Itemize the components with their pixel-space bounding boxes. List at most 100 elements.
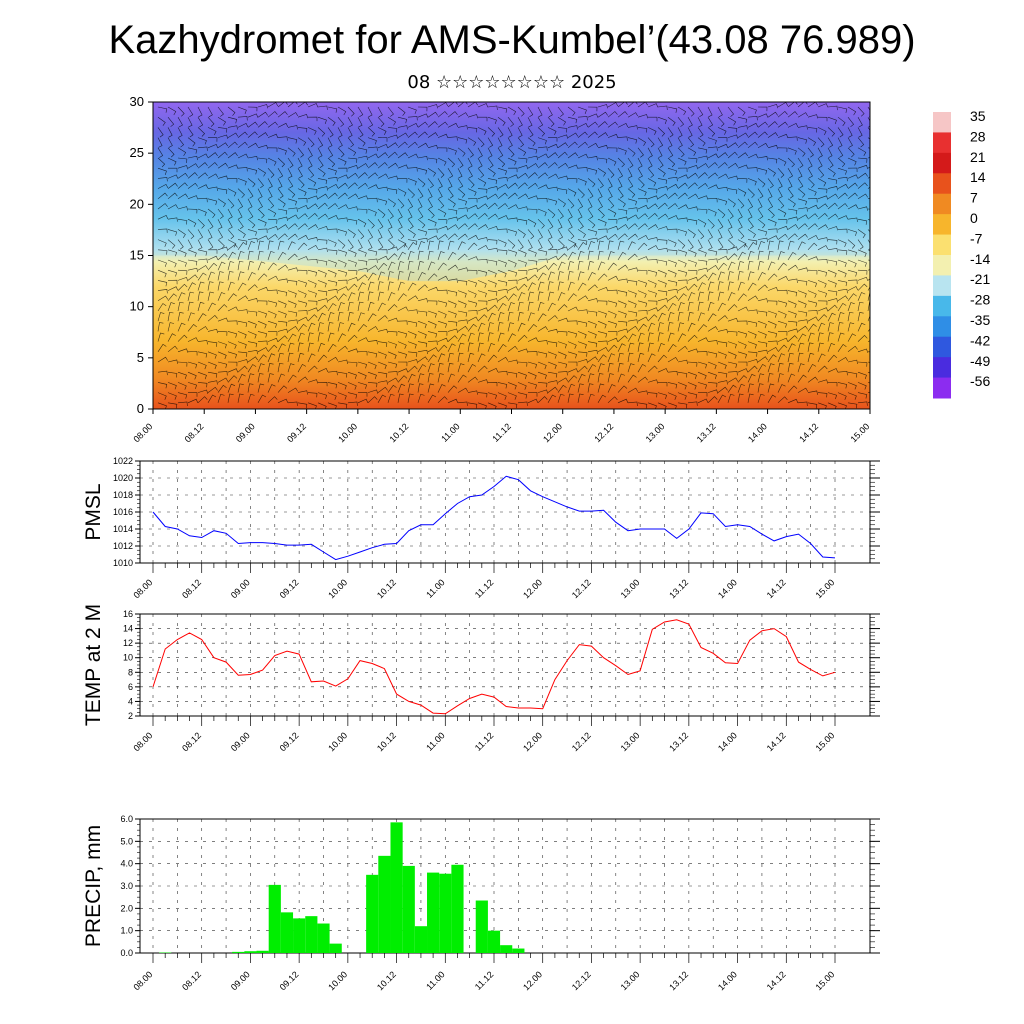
wind-barb bbox=[707, 137, 717, 145]
wind-barb bbox=[517, 127, 523, 138]
wind-barb bbox=[697, 195, 709, 200]
wind-barb bbox=[827, 343, 836, 352]
wind-barb bbox=[407, 178, 417, 186]
wind-barb bbox=[627, 387, 639, 393]
wind-barb bbox=[807, 223, 818, 230]
wind-barb bbox=[207, 186, 218, 191]
wind-barb bbox=[317, 298, 328, 303]
wind-barb bbox=[677, 217, 688, 222]
wind-barb bbox=[567, 188, 577, 197]
wind-barb bbox=[747, 115, 758, 121]
wind-barb bbox=[797, 253, 808, 261]
wind-barb bbox=[297, 205, 309, 210]
wind-barb bbox=[197, 229, 204, 240]
wind-barb bbox=[707, 340, 718, 345]
wind-barb bbox=[157, 127, 164, 138]
wind-barb bbox=[387, 151, 398, 159]
y-tick-label: 1020 bbox=[113, 473, 133, 483]
precip-bar bbox=[414, 926, 428, 953]
wind-barb bbox=[737, 368, 749, 373]
wind-barb bbox=[407, 229, 416, 238]
wind-barb bbox=[577, 106, 587, 115]
wind-barb bbox=[727, 304, 738, 312]
wind-barb bbox=[677, 333, 687, 342]
wind-barb bbox=[397, 331, 408, 338]
wind-barb bbox=[627, 374, 637, 383]
wind-barb bbox=[787, 398, 799, 404]
wind-barb bbox=[257, 240, 264, 250]
wind-barb bbox=[657, 368, 669, 373]
wind-barb bbox=[397, 393, 404, 403]
wind-barb bbox=[297, 102, 308, 108]
wind-barb bbox=[277, 278, 288, 283]
wind-barb bbox=[687, 229, 696, 239]
wind-barb bbox=[827, 186, 838, 191]
wind-barb bbox=[387, 371, 398, 376]
wind-barb bbox=[667, 402, 677, 409]
wind-barb bbox=[667, 127, 674, 138]
precip-bar bbox=[293, 918, 306, 953]
wind-barb bbox=[587, 121, 598, 128]
wind-barb bbox=[187, 127, 194, 138]
y-tick-label: 8 bbox=[128, 667, 133, 677]
wind-barb bbox=[277, 233, 288, 240]
x-tick-label: 13.12 bbox=[667, 577, 690, 600]
wind-barb bbox=[797, 300, 807, 309]
wind-barb bbox=[567, 361, 578, 367]
wind-barb bbox=[177, 283, 188, 291]
wind-barb bbox=[257, 167, 267, 177]
wind-barb bbox=[517, 172, 528, 179]
wind-barb bbox=[837, 392, 847, 400]
wind-barb bbox=[537, 302, 545, 312]
wind-barb bbox=[407, 383, 414, 393]
wind-barb bbox=[377, 255, 389, 261]
wind-barb bbox=[697, 312, 706, 322]
x-tick-label: 10.00 bbox=[326, 577, 349, 600]
wind-barb bbox=[767, 346, 779, 353]
wind-barb bbox=[537, 264, 548, 271]
wind-barb bbox=[817, 137, 825, 148]
wind-barb bbox=[487, 247, 498, 253]
wind-barb bbox=[847, 137, 853, 148]
wind-barb bbox=[697, 163, 709, 169]
wind-barb bbox=[567, 306, 579, 312]
wind-barb bbox=[307, 203, 318, 210]
wind-barb bbox=[647, 342, 654, 352]
wind-barb bbox=[607, 240, 614, 250]
wind-barb bbox=[297, 256, 309, 261]
wind-barb bbox=[637, 178, 645, 188]
wind-barb bbox=[287, 188, 296, 198]
wind-barb bbox=[187, 361, 198, 369]
wind-barb bbox=[667, 302, 677, 312]
wind-barb bbox=[397, 208, 403, 220]
wind-barb bbox=[667, 239, 677, 248]
wind-barb bbox=[777, 353, 786, 363]
x-tick-label: 12.00 bbox=[521, 969, 544, 992]
wind-barb bbox=[607, 111, 618, 118]
wind-barb bbox=[567, 368, 579, 373]
wind-barb bbox=[667, 215, 679, 220]
wind-barb bbox=[437, 373, 444, 383]
wind-barb bbox=[457, 188, 466, 198]
wind-barb bbox=[707, 272, 717, 281]
wind-barb bbox=[257, 218, 267, 227]
x-tick-label: 10.00 bbox=[326, 969, 349, 992]
wind-barb bbox=[837, 259, 847, 268]
wind-barb bbox=[217, 371, 228, 376]
wind-barb bbox=[567, 243, 578, 251]
wind-barb bbox=[677, 117, 685, 127]
wind-barb bbox=[727, 219, 733, 230]
wind-barb bbox=[437, 337, 449, 343]
wind-barb bbox=[397, 261, 405, 271]
wind-barb bbox=[197, 265, 209, 271]
wind-barb bbox=[667, 183, 679, 189]
wind-barb bbox=[537, 106, 543, 118]
wind-barb bbox=[597, 300, 608, 306]
wind-barb bbox=[197, 162, 208, 169]
wind-barb bbox=[387, 188, 398, 194]
wind-barb bbox=[697, 127, 704, 138]
wind-barb bbox=[717, 281, 724, 291]
wind-barb bbox=[317, 147, 323, 158]
wind-barb bbox=[447, 168, 454, 179]
wind-barb bbox=[487, 157, 494, 168]
